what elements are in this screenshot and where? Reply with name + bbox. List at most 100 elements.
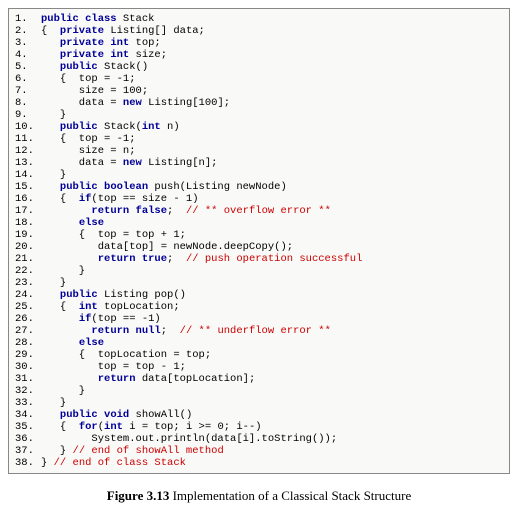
code-line: 31. return data[topLocation]; (15, 373, 503, 385)
code-line: 21. return true; // push operation succe… (15, 253, 503, 265)
caption-text: Implementation of a Classical Stack Stru… (169, 488, 411, 503)
code-content: if(top == -1) (41, 313, 503, 325)
code-line: 12. size = n; (15, 145, 503, 157)
code-line: 7. size = 100; (15, 85, 503, 97)
line-number: 18. (15, 217, 41, 229)
line-number: 6. (15, 73, 41, 85)
code-line: 26. if(top == -1) (15, 313, 503, 325)
code-content: size = 100; (41, 85, 503, 97)
line-number: 26. (15, 313, 41, 325)
code-content: private int top; (41, 37, 503, 49)
line-number: 19. (15, 229, 41, 241)
line-number: 11. (15, 133, 41, 145)
code-line: 8. data = new Listing[100]; (15, 97, 503, 109)
figure-caption: Figure 3.13 Implementation of a Classica… (8, 488, 510, 504)
code-line: 11. { top = -1; (15, 133, 503, 145)
line-number: 12. (15, 145, 41, 157)
code-content: } (41, 385, 503, 397)
code-content: size = n; (41, 145, 503, 157)
code-content: else (41, 217, 503, 229)
code-content: System.out.println(data[i].toString()); (41, 433, 503, 445)
code-line: 4. private int size; (15, 49, 503, 61)
code-line: 32. } (15, 385, 503, 397)
code-line: 10. public Stack(int n) (15, 121, 503, 133)
code-line: 27. return null; // ** underflow error *… (15, 325, 503, 337)
code-line: 30. top = top - 1; (15, 361, 503, 373)
code-content: return data[topLocation]; (41, 373, 503, 385)
code-line: 28. else (15, 337, 503, 349)
line-number: 33. (15, 397, 41, 409)
line-number: 38. (15, 457, 41, 469)
code-line: 18. else (15, 217, 503, 229)
code-content: private int size; (41, 49, 503, 61)
line-number: 5. (15, 61, 41, 73)
code-line: 3. private int top; (15, 37, 503, 49)
code-content: } (41, 169, 503, 181)
line-number: 17. (15, 205, 41, 217)
line-number: 36. (15, 433, 41, 445)
line-number: 10. (15, 121, 41, 133)
code-listing: 1.public class Stack2.{ private Listing[… (8, 8, 510, 474)
code-content: else (41, 337, 503, 349)
code-content: } (41, 109, 503, 121)
code-line: 22. } (15, 265, 503, 277)
code-line: 2.{ private Listing[] data; (15, 25, 503, 37)
line-number: 27. (15, 325, 41, 337)
line-number: 21. (15, 253, 41, 265)
line-number: 30. (15, 361, 41, 373)
line-number: 7. (15, 85, 41, 97)
code-content: { int topLocation; (41, 301, 503, 313)
code-content: } (41, 277, 503, 289)
code-line: 14. } (15, 169, 503, 181)
code-line: 6. { top = -1; (15, 73, 503, 85)
line-number: 24. (15, 289, 41, 301)
line-number: 32. (15, 385, 41, 397)
code-content: } (41, 265, 503, 277)
code-line: 38.} // end of class Stack (15, 457, 503, 469)
code-content: return true; // push operation successfu… (41, 253, 503, 265)
code-content: { topLocation = top; (41, 349, 503, 361)
code-content: { top = top + 1; (41, 229, 503, 241)
code-line: 16. { if(top == size - 1) (15, 193, 503, 205)
code-content: return false; // ** overflow error ** (41, 205, 503, 217)
line-number: 2. (15, 25, 41, 37)
line-number: 8. (15, 97, 41, 109)
code-content: public class Stack (41, 13, 503, 25)
code-content: } // end of class Stack (41, 457, 503, 469)
code-line: 15. public boolean push(Listing newNode) (15, 181, 503, 193)
code-line: 29. { topLocation = top; (15, 349, 503, 361)
line-number: 4. (15, 49, 41, 61)
line-number: 25. (15, 301, 41, 313)
line-number: 34. (15, 409, 41, 421)
line-number: 15. (15, 181, 41, 193)
line-number: 28. (15, 337, 41, 349)
code-content: top = top - 1; (41, 361, 503, 373)
code-content: public void showAll() (41, 409, 503, 421)
code-content: data = new Listing[n]; (41, 157, 503, 169)
line-number: 31. (15, 373, 41, 385)
code-line: 34. public void showAll() (15, 409, 503, 421)
code-line: 23. } (15, 277, 503, 289)
code-content: return null; // ** underflow error ** (41, 325, 503, 337)
code-line: 1.public class Stack (15, 13, 503, 25)
line-number: 13. (15, 157, 41, 169)
caption-label: Figure 3.13 (107, 488, 170, 503)
line-number: 35. (15, 421, 41, 433)
code-line: 13. data = new Listing[n]; (15, 157, 503, 169)
code-line: 37. } // end of showAll method (15, 445, 503, 457)
code-content: public Listing pop() (41, 289, 503, 301)
line-number: 16. (15, 193, 41, 205)
code-content: { if(top == size - 1) (41, 193, 503, 205)
code-line: 20. data[top] = newNode.deepCopy(); (15, 241, 503, 253)
code-content: { top = -1; (41, 73, 503, 85)
line-number: 1. (15, 13, 41, 25)
code-content: } (41, 397, 503, 409)
line-number: 23. (15, 277, 41, 289)
code-line: 9. } (15, 109, 503, 121)
code-content: { private Listing[] data; (41, 25, 503, 37)
code-content: public boolean push(Listing newNode) (41, 181, 503, 193)
code-content: { top = -1; (41, 133, 503, 145)
code-line: 24. public Listing pop() (15, 289, 503, 301)
code-content: public Stack() (41, 61, 503, 73)
code-content: public Stack(int n) (41, 121, 503, 133)
